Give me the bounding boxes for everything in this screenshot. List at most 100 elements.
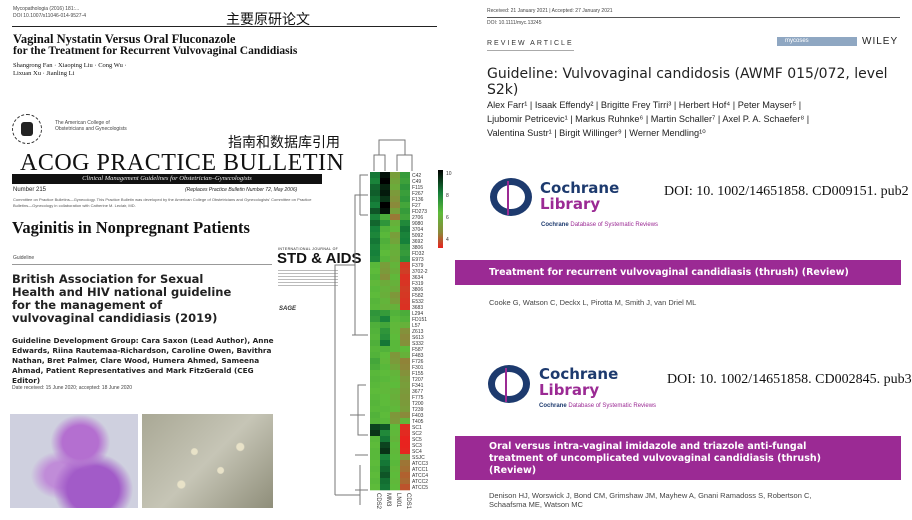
heatmap-cell <box>380 430 390 437</box>
heatmap-cell <box>400 190 410 197</box>
heatmap-cell <box>400 220 410 227</box>
heatmap-cell <box>370 454 380 461</box>
heatmap-cell <box>370 274 380 281</box>
review-authors-line1: Denison HJ, Worswick J, Bond CM, Grimsha… <box>489 491 812 500</box>
heatmap-cell <box>380 178 390 185</box>
heatmap-cell <box>400 298 410 305</box>
heatmap-row-label: ATCC2 <box>412 479 428 485</box>
original-paper-label: 主要原研论文 <box>226 12 310 28</box>
heatmap-row-label: SC4 <box>412 449 422 455</box>
heatmap-cell <box>370 376 380 383</box>
heatmap-cell <box>370 328 380 335</box>
heatmap-cell <box>380 448 390 455</box>
heatmap-row-label: ATCC3 <box>412 461 428 467</box>
heatmap-cell <box>370 286 380 293</box>
db-name-a: Cochrane <box>541 222 569 228</box>
heatmap-cell <box>400 472 410 479</box>
heatmap-cell <box>380 442 390 449</box>
heatmap-cell <box>380 280 390 287</box>
heatmap-cell <box>370 316 380 323</box>
heatmap-row-label: F301 <box>412 365 424 371</box>
paper-journal-header: Mycopathologia (2016) 181:... <box>13 6 80 12</box>
heatmap-cell <box>380 202 390 209</box>
heatmap-cell <box>400 394 410 401</box>
heatmap-cell <box>400 406 410 413</box>
heatmap-row-label: L57 <box>412 323 421 329</box>
divider <box>12 26 437 27</box>
heatmap-cell <box>400 202 410 209</box>
colorbar-tick-label: 6 <box>446 215 449 221</box>
heatmap-cell <box>370 484 380 491</box>
heatmap-row-label: F587 <box>412 347 424 353</box>
heatmap-cell <box>390 352 400 359</box>
heatmap-cell <box>370 424 380 431</box>
heatmap-cell <box>400 214 410 221</box>
heatmap-cell <box>380 172 390 179</box>
heatmap-cell <box>370 370 380 377</box>
heatmap-cell <box>370 202 380 209</box>
heatmap-cell <box>370 448 380 455</box>
sage-logo: SAGE <box>279 306 297 312</box>
heatmap-cell <box>390 256 400 263</box>
cochrane-database: Cochrane Database of Systematic Reviews <box>541 222 658 228</box>
heatmap-cell <box>380 484 390 491</box>
heatmap-row-label: ATCC5 <box>412 485 428 491</box>
heatmap-row-label: SC3 <box>412 443 422 449</box>
cochrane-name: Cochrane <box>540 179 620 197</box>
review-authors-line2: Schaafsma ME, Watson MC <box>489 500 583 509</box>
std-journal-top: INTERNATIONAL JOURNAL OF <box>278 247 339 251</box>
heatmap-cell <box>390 316 400 323</box>
heatmap-row-label: E532 <box>412 299 424 305</box>
heatmap-cell <box>380 454 390 461</box>
heatmap-row-label: FD273 <box>412 209 427 215</box>
divider <box>12 264 272 265</box>
std-aids-logo: STD & AIDS <box>277 250 362 267</box>
heatmap-cell <box>390 334 400 341</box>
heatmap-cell <box>380 400 390 407</box>
db-name-a: Cochrane <box>539 403 567 409</box>
heatmap-cell <box>380 310 390 317</box>
heatmap-cell <box>400 376 410 383</box>
heatmap-cell <box>390 424 400 431</box>
heatmap-cell <box>370 364 380 371</box>
heatmap-cell <box>390 406 400 413</box>
heatmap-cell <box>390 274 400 281</box>
heatmap-cell <box>390 304 400 311</box>
heatmap-cell <box>370 226 380 233</box>
heatmap-cell <box>400 466 410 473</box>
heatmap-cell <box>370 298 380 305</box>
review-title-banner: Oral versus intra-vaginal imidazole and … <box>455 436 901 480</box>
heatmap-cell <box>400 352 410 359</box>
colorbar-tick-label: 8 <box>446 193 449 199</box>
heatmap-cell <box>380 322 390 329</box>
heatmap-cell <box>390 376 400 383</box>
heatmap-cell <box>400 346 410 353</box>
guidelines-label: 指南和数据库引用 <box>228 135 340 151</box>
heatmap-cell <box>380 244 390 251</box>
heatmap-cell <box>370 394 380 401</box>
heatmap-cell <box>380 268 390 275</box>
heatmap-cell <box>380 346 390 353</box>
heatmap-cell <box>400 256 410 263</box>
heatmap-cell <box>370 172 380 179</box>
review-title-line2: treatment of uncomplicated vulvovaginal … <box>489 453 821 464</box>
heatmap-cell <box>390 178 400 185</box>
heatmap-cell <box>390 436 400 443</box>
guideline-label: Guideline <box>13 255 35 261</box>
heatmap-cell <box>380 406 390 413</box>
heatmap-cell <box>400 418 410 425</box>
heatmap-cell <box>400 370 410 377</box>
acog-title: ACOG PRACTICE BULLETIN <box>20 150 345 176</box>
heatmap-cell <box>370 232 380 239</box>
heatmap-cell <box>400 328 410 335</box>
heatmap-cell <box>390 370 400 377</box>
heatmap-row-label: F403 <box>412 413 424 419</box>
mycoses-logo: mycoses <box>777 37 857 46</box>
heatmap-cell <box>400 412 410 419</box>
heatmap-cell <box>370 412 380 419</box>
heatmap-row-label: S613 <box>412 335 424 341</box>
db-name-b: Database of Systematic Reviews <box>566 403 657 409</box>
heatmap-row-label: ATCC4 <box>412 473 428 479</box>
heatmap-cell <box>380 298 390 305</box>
review-title-line3: (Review) <box>489 465 537 476</box>
